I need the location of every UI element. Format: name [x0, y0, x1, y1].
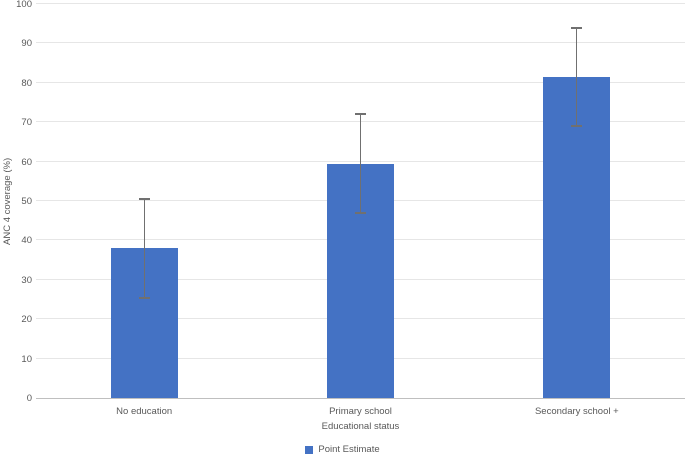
x-axis-title: Educational status — [321, 421, 400, 432]
y-tick-label: 0 — [26, 393, 32, 404]
y-tick-label: 90 — [21, 38, 32, 50]
error-cap-top — [571, 26, 583, 29]
plot-area — [36, 3, 685, 399]
error-cap-top — [355, 113, 366, 116]
y-tick-label: 100 — [16, 0, 32, 10]
y-tick-label: 80 — [21, 77, 32, 89]
error-bar — [360, 114, 361, 213]
x-category-label: Primary school — [329, 406, 392, 417]
legend: Point Estimate — [0, 444, 685, 455]
bar — [543, 76, 611, 398]
x-category-label: No education — [116, 406, 173, 417]
y-tick-label: 10 — [21, 353, 32, 365]
gridline — [36, 3, 685, 4]
x-axis-line — [36, 398, 685, 399]
y-tick-label: 60 — [21, 156, 32, 168]
y-tick-label: 50 — [21, 196, 32, 207]
error-bar — [143, 199, 145, 298]
error-cap-bottom — [138, 296, 150, 299]
legend-swatch — [305, 445, 314, 454]
y-tick-label: 30 — [21, 274, 32, 286]
error-cap-bottom — [355, 211, 366, 214]
gridline — [36, 81, 685, 83]
gridline — [36, 42, 685, 44]
y-tick-label: 70 — [21, 117, 32, 129]
error-bar — [576, 27, 578, 127]
error-cap-top — [138, 198, 150, 201]
x-axis-category-labels: No education Primary school Secondary scho… — [36, 406, 685, 420]
y-tick-label: 40 — [21, 235, 32, 247]
error-cap-bottom — [571, 125, 583, 128]
legend-label: Point Estimate — [318, 444, 380, 455]
y-tick-label: 20 — [21, 314, 32, 326]
y-axis-tick-labels: 0 10 20 30 40 50 60 70 80 90 100 — [0, 0, 32, 404]
x-category-label: Secondary school + — [534, 406, 619, 417]
